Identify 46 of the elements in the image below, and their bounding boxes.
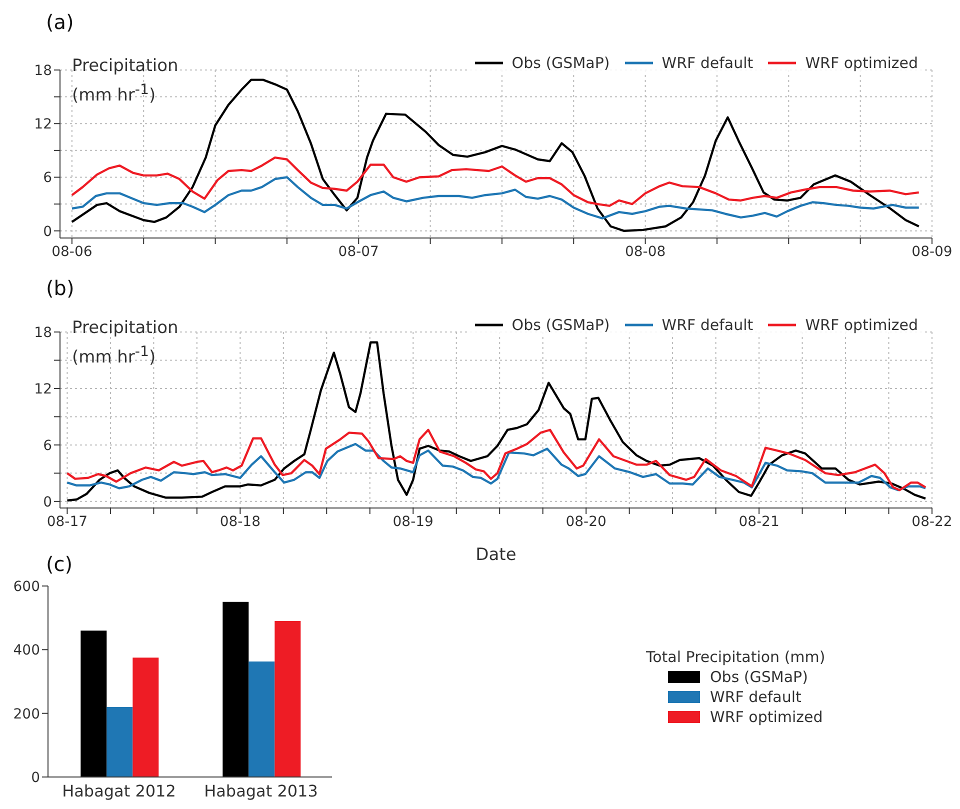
x-tick-label: Habagat 2013 <box>204 781 318 800</box>
y-tick-label: 6 <box>43 170 52 186</box>
y-tick-label: 18 <box>34 62 52 79</box>
y-tick-label: 0 <box>43 224 52 240</box>
y-tick-label: 200 <box>13 706 40 722</box>
legend-title: Total Precipitation (mm) <box>646 648 826 666</box>
bar <box>132 658 159 777</box>
x-tick-label: 08-07 <box>338 244 379 260</box>
y-tick-label: 0 <box>31 770 40 786</box>
chart-title: (c) <box>46 552 73 576</box>
y-tick-label: 12 <box>34 381 52 398</box>
y-tick-label: 6 <box>43 438 52 454</box>
bar <box>80 630 107 777</box>
x-tick-label: 08-20 <box>566 514 606 530</box>
x-tick-label: 08-09 <box>912 244 952 260</box>
bar <box>274 621 301 777</box>
x-tick-label: 08-08 <box>624 244 666 260</box>
x-tick-label: 08-19 <box>392 514 434 530</box>
y-tick-label: 12 <box>34 116 52 133</box>
x-tick-label: 08-21 <box>738 514 780 530</box>
x-tick-label: Habagat 2012 <box>62 781 176 800</box>
bar <box>222 602 249 777</box>
y-tick-label: 600 <box>13 578 40 595</box>
y-tick-label: 18 <box>34 324 52 341</box>
annotation: Precipitation (mm hr$^{-1}$) <box>72 317 180 370</box>
bar <box>248 661 275 777</box>
x-tick-label: 08-18 <box>220 514 261 530</box>
legend-label: WRF default <box>662 316 754 334</box>
x-axis-title: Date <box>476 545 516 565</box>
y-tick-label: 400 <box>13 642 40 659</box>
chart-title: (b) <box>46 276 74 300</box>
legend-label: Obs (GSMaP) <box>512 316 610 334</box>
x-tick-label: 08-06 <box>52 244 92 260</box>
annotation: Precipitation (mm hr$^{-1}$) <box>72 55 180 108</box>
legend-label: WRF default <box>662 54 754 72</box>
legend-label: Obs (GSMaP) <box>710 668 808 686</box>
x-tick-label: 08-22 <box>912 514 952 530</box>
legend-label: WRF optimized <box>710 708 823 726</box>
legend-label: Obs (GSMaP) <box>512 54 610 72</box>
legend-label: WRF default <box>710 688 802 706</box>
chart-title: (a) <box>46 10 74 34</box>
y-tick-label: 0 <box>43 494 52 510</box>
legend-label: WRF optimized <box>805 316 918 334</box>
bar <box>106 706 133 777</box>
legend-label: WRF optimized <box>805 54 918 72</box>
x-tick-label: 08-17 <box>46 514 88 530</box>
